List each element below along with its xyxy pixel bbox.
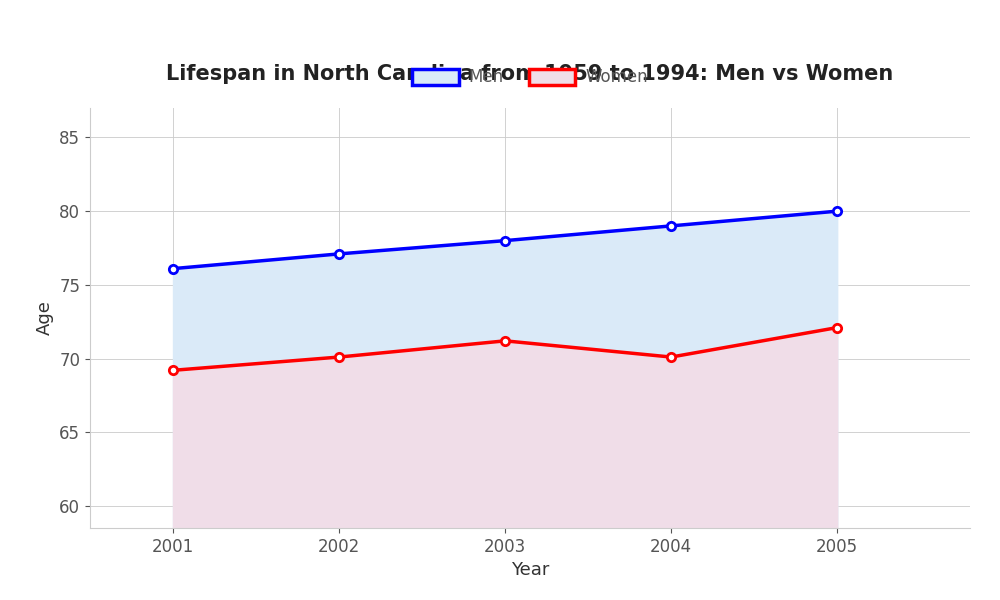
X-axis label: Year: Year bbox=[511, 561, 549, 579]
Legend: Men, Women: Men, Women bbox=[405, 62, 655, 93]
Y-axis label: Age: Age bbox=[36, 301, 54, 335]
Title: Lifespan in North Carolina from 1959 to 1994: Men vs Women: Lifespan in North Carolina from 1959 to … bbox=[166, 64, 894, 84]
